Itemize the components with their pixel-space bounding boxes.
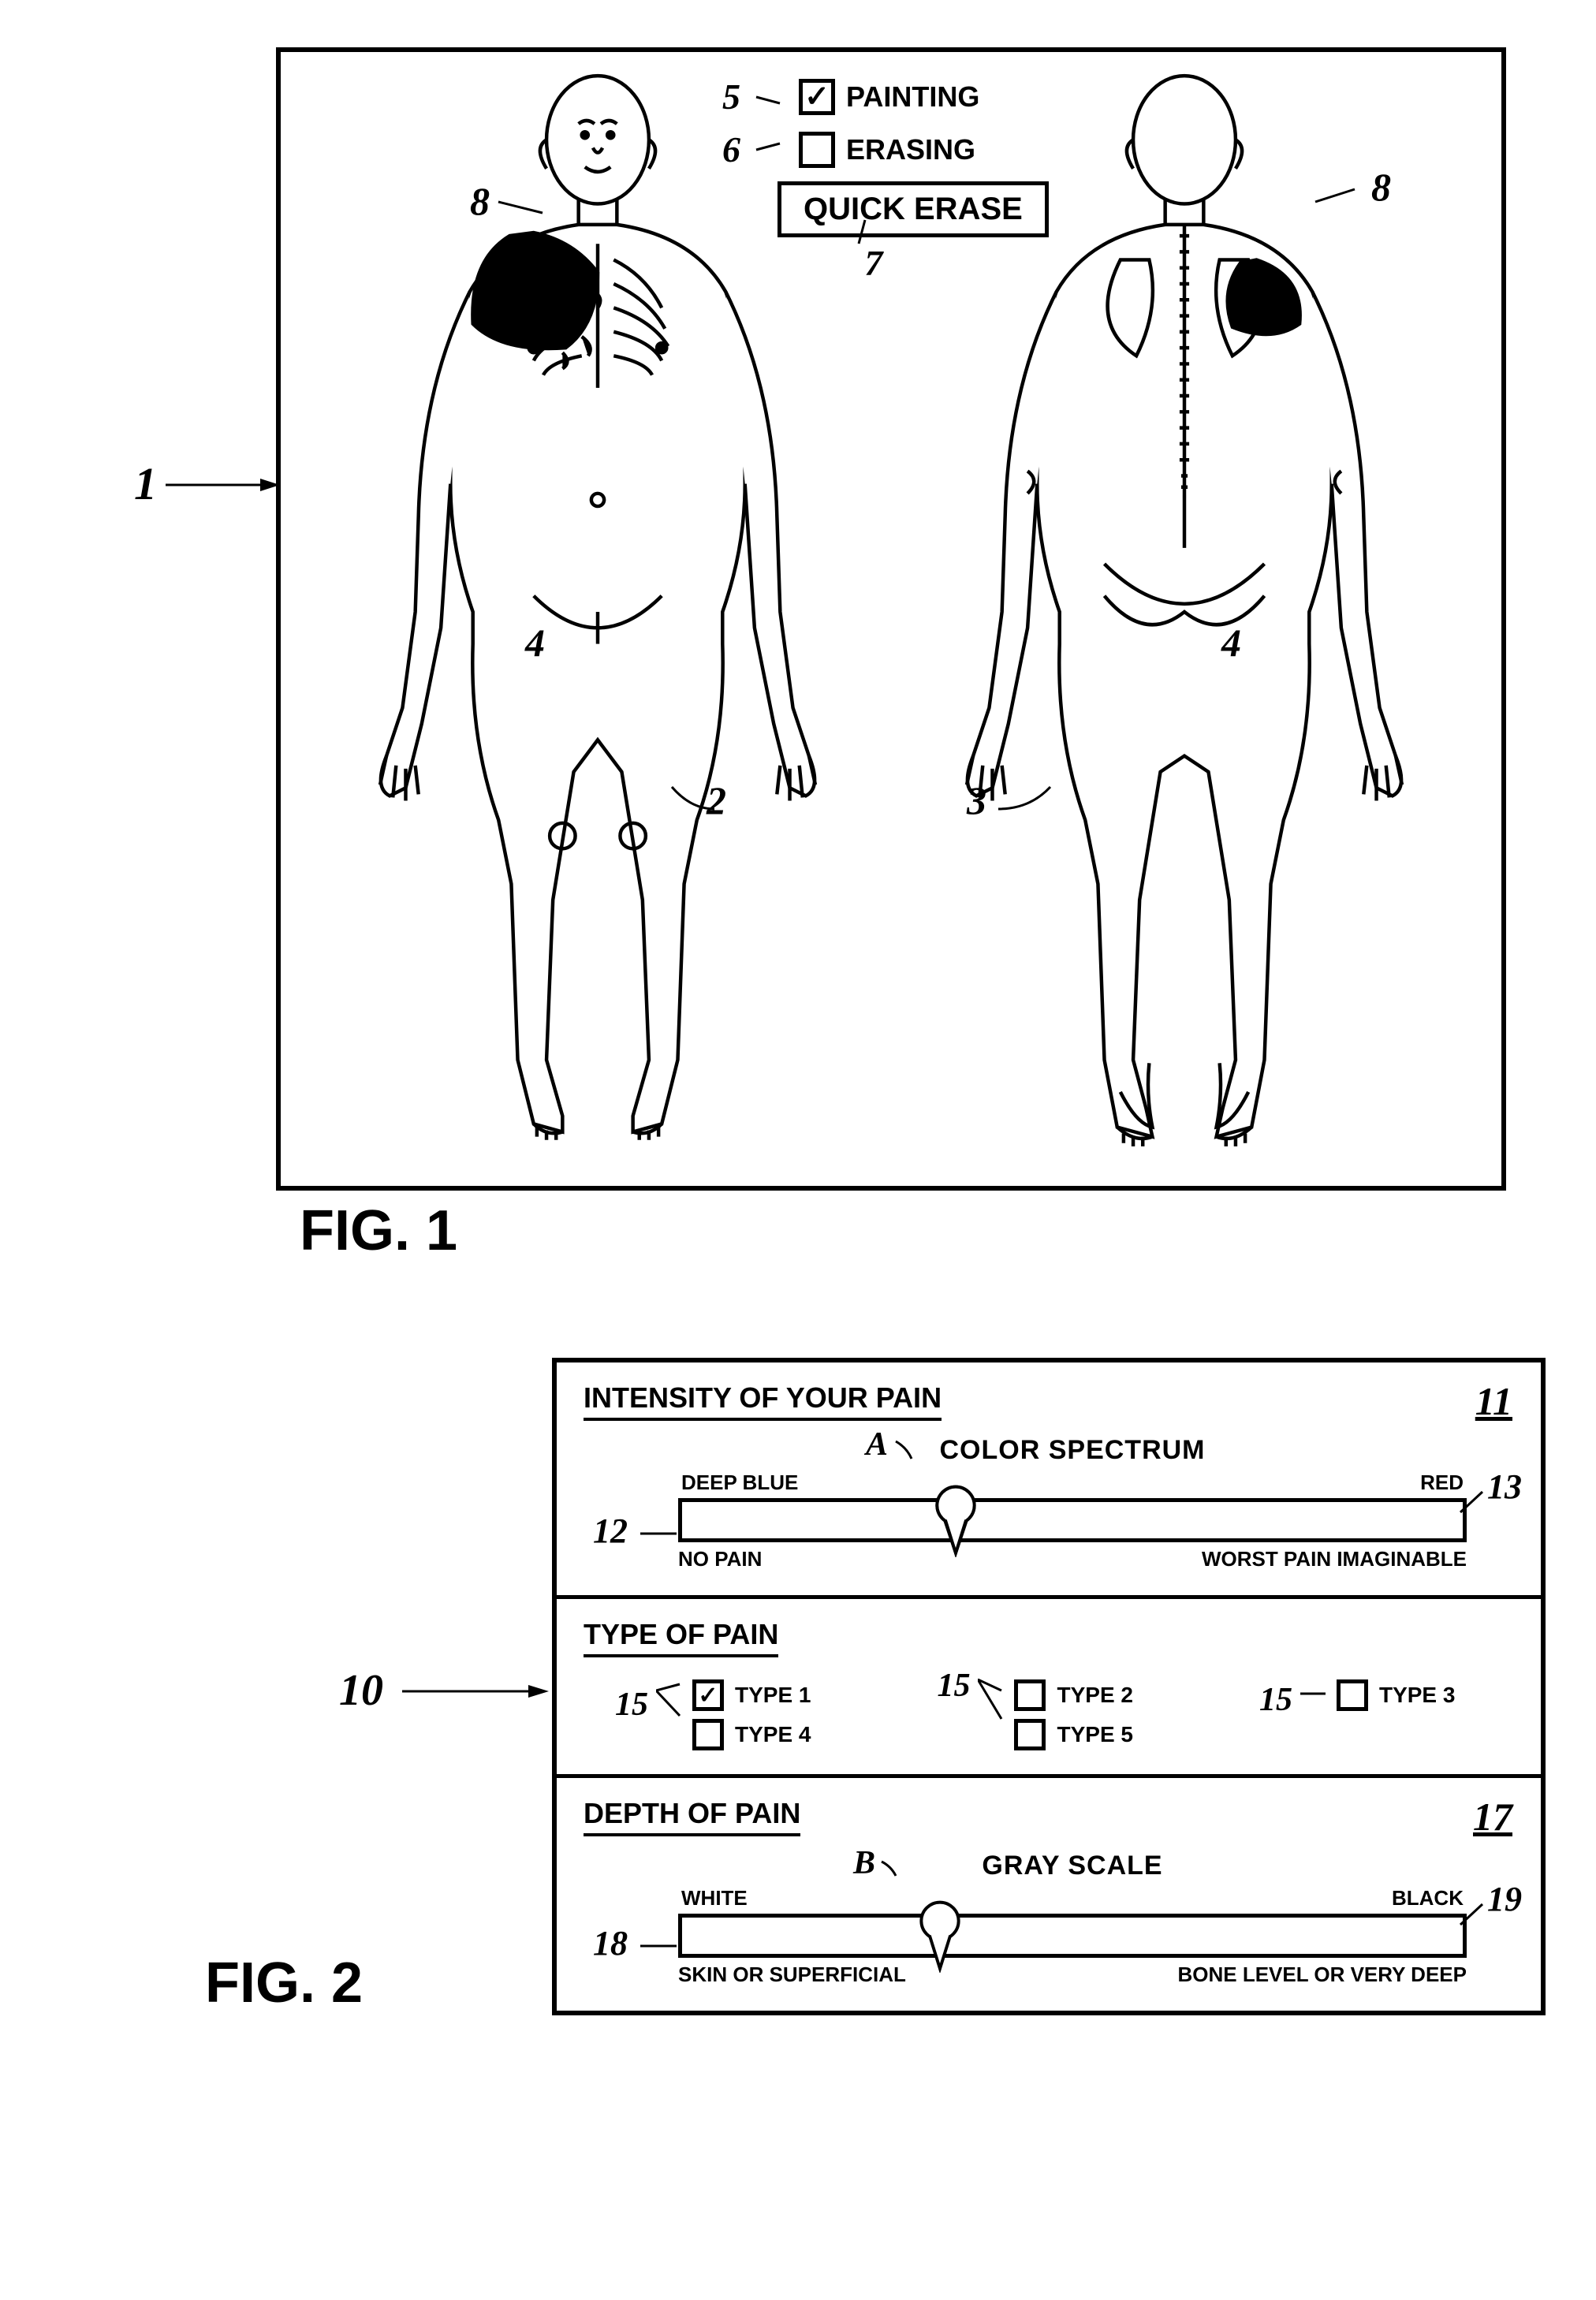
intensity-title: INTENSITY OF YOUR PAIN (584, 1381, 942, 1421)
type-title: TYPE OF PAIN (584, 1618, 778, 1657)
depth-section: DEPTH OF PAIN 17 GRAY SCALE B WHITE BLAC… (557, 1778, 1541, 2011)
type-3-row[interactable]: TYPE 3 (1337, 1679, 1455, 1711)
callout-12: 12 (593, 1511, 628, 1551)
type-5-checkbox[interactable] (1014, 1719, 1046, 1750)
callout-13: 13 (1487, 1467, 1522, 1507)
depth-title: DEPTH OF PAIN (584, 1797, 800, 1836)
intensity-right-value: WORST PAIN IMAGINABLE (1202, 1547, 1467, 1571)
back-body[interactable] (940, 68, 1429, 1156)
type-1-checkbox[interactable]: ✓ (692, 1679, 724, 1711)
fig1-label: FIG. 1 (300, 1198, 1517, 1263)
intensity-section: INTENSITY OF YOUR PAIN 11 A COLOR SPECTR… (557, 1362, 1541, 1599)
front-body[interactable] (353, 68, 842, 1156)
callout-1: 1 (134, 457, 157, 510)
fig2-container: 10 INTENSITY OF YOUR PAIN 11 A COLOR SPE… (79, 1358, 1517, 2015)
intensity-left-color: DEEP BLUE (681, 1471, 798, 1495)
type-4-checkbox[interactable] (692, 1719, 724, 1750)
fig1-panel: 5 ✓ PAINTING 6 ERASING QUICK ERASE 7 (276, 47, 1506, 1191)
type-5-row[interactable]: TYPE 5 (1014, 1719, 1132, 1750)
callout-10: 10 (339, 1665, 383, 1716)
fig1-container: 5 ✓ PAINTING 6 ERASING QUICK ERASE 7 (79, 47, 1517, 1263)
depth-left-color: WHITE (681, 1886, 748, 1910)
callout-3: 3 (967, 777, 986, 823)
type-2-row[interactable]: TYPE 2 (1014, 1679, 1132, 1711)
callout-15b: 15 (937, 1667, 970, 1705)
type-4-label: TYPE 4 (735, 1722, 811, 1747)
callout-8-front: 8 (470, 178, 490, 224)
type-section: TYPE OF PAIN 15 ✓ TYPE 1 TYPE 4 15 TYPE 2… (557, 1599, 1541, 1778)
type-4-row[interactable]: TYPE 4 (692, 1719, 811, 1750)
type-1-row[interactable]: ✓ TYPE 1 (692, 1679, 811, 1711)
type-2-label: TYPE 2 (1057, 1683, 1132, 1708)
callout-17: 17 (1473, 1794, 1512, 1840)
body-diagram-area (304, 68, 1478, 1170)
depth-spectrum-label: GRAY SCALE (678, 1851, 1467, 1881)
intensity-slider-thumb[interactable] (932, 1485, 979, 1557)
callout-15c: 15 (1259, 1681, 1292, 1719)
callout-19: 19 (1487, 1879, 1522, 1919)
callout-15a: 15 (615, 1686, 648, 1724)
intensity-spectrum-label: COLOR SPECTRUM (678, 1435, 1467, 1466)
callout-8-back: 8 (1371, 164, 1391, 210)
type-options: 15 ✓ TYPE 1 TYPE 4 15 TYPE 2 TYPE 5 (615, 1679, 1514, 1750)
fig2-panel: INTENSITY OF YOUR PAIN 11 A COLOR SPECTR… (552, 1358, 1546, 2015)
callout-18: 18 (593, 1923, 628, 1963)
callout-4-front: 4 (525, 620, 545, 665)
type-1-label: TYPE 1 (735, 1683, 811, 1708)
type-2-checkbox[interactable] (1014, 1679, 1046, 1711)
callout-11: 11 (1475, 1378, 1512, 1424)
type-3-checkbox[interactable] (1337, 1679, 1368, 1711)
intensity-right-color: RED (1420, 1471, 1464, 1495)
intensity-left-value: NO PAIN (678, 1547, 762, 1571)
depth-slider-thumb[interactable] (916, 1900, 964, 1973)
depth-left-value: SKIN OR SUPERFICIAL (678, 1963, 906, 1987)
type-3-label: TYPE 3 (1379, 1683, 1455, 1708)
thumb-letter-A: A (866, 1426, 888, 1463)
depth-right-value: BONE LEVEL OR VERY DEEP (1177, 1963, 1467, 1987)
type-5-label: TYPE 5 (1057, 1722, 1132, 1747)
depth-right-color: BLACK (1392, 1886, 1464, 1910)
fig2-label: FIG. 2 (205, 1951, 363, 2015)
intensity-slider[interactable] (678, 1498, 1467, 1542)
thumb-letter-B: B (853, 1844, 875, 1882)
callout-4-back: 4 (1221, 620, 1241, 665)
depth-slider[interactable] (678, 1914, 1467, 1958)
